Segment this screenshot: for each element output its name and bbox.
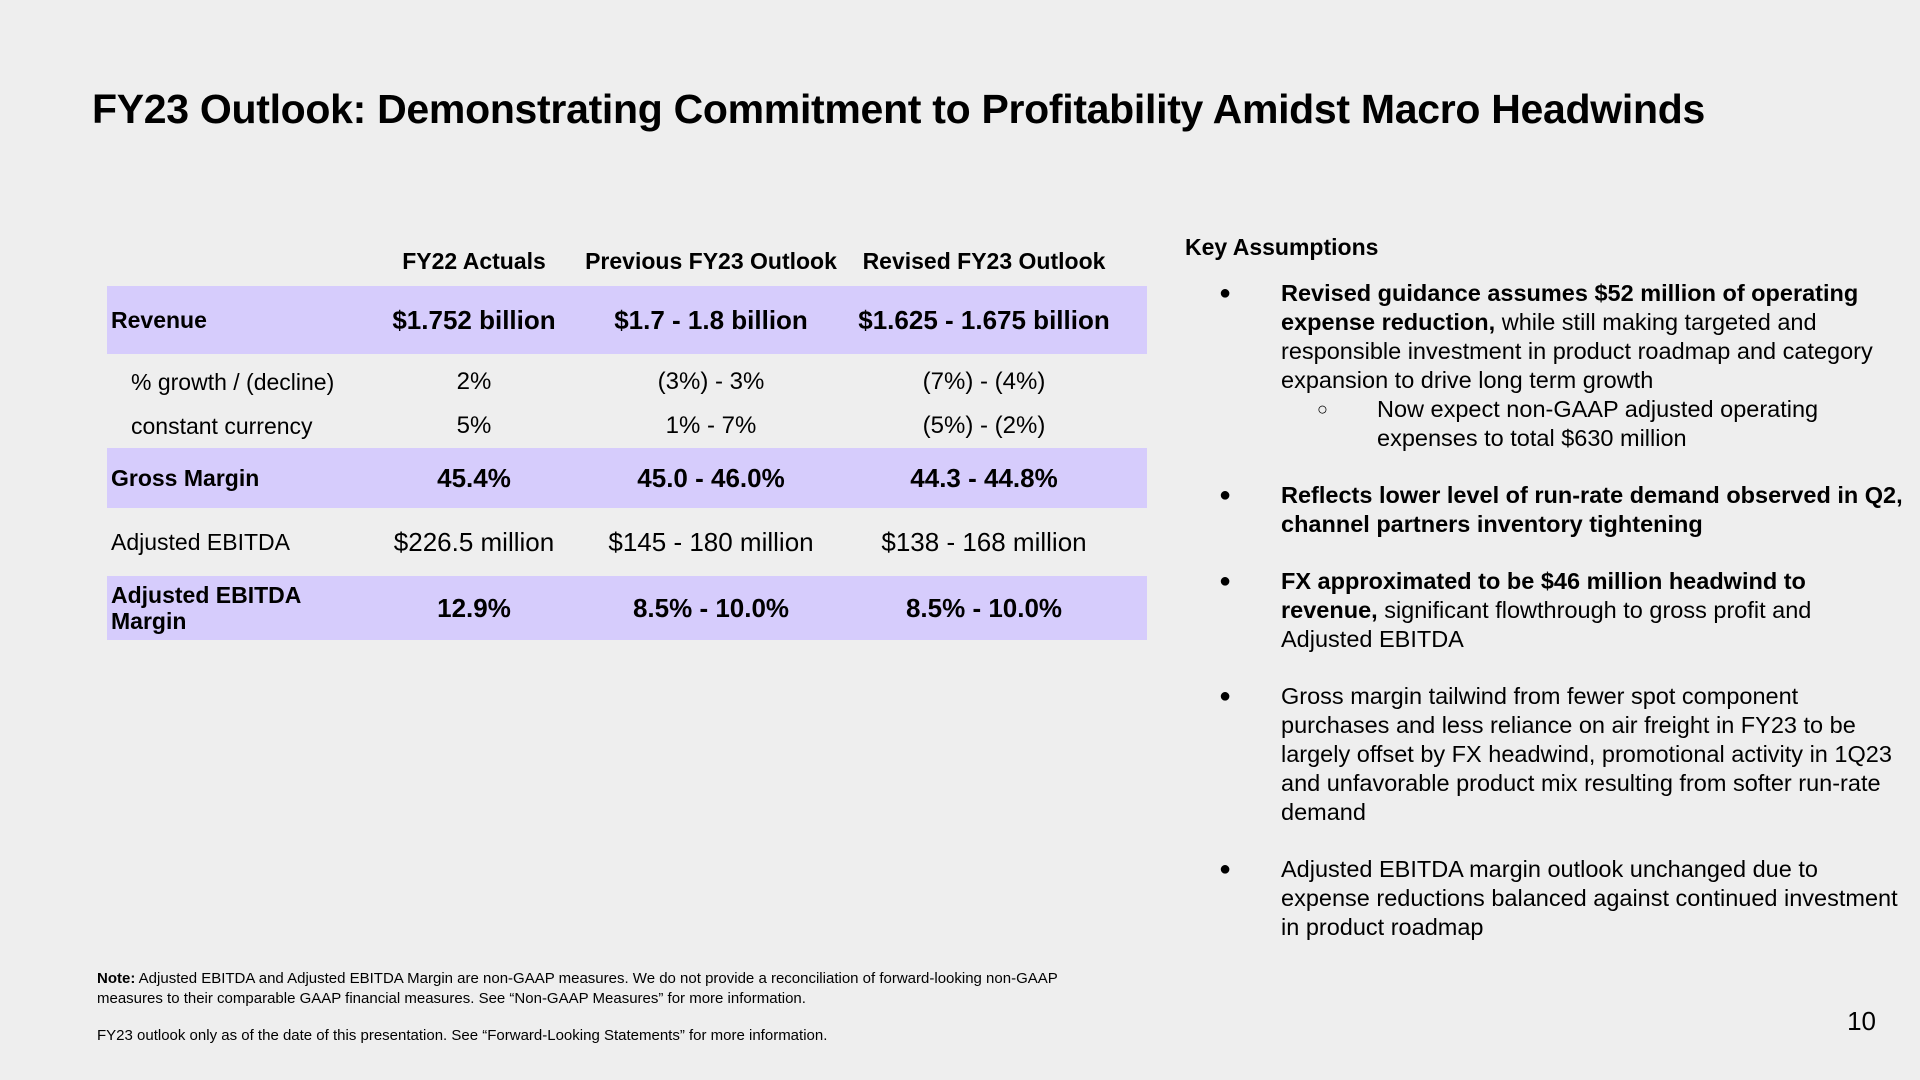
cell-fy22: 5% xyxy=(456,412,492,439)
bullet-dot-icon: ● xyxy=(1219,570,1232,592)
assumption-text: while still making targeted and responsi… xyxy=(1281,309,1873,393)
table-header-row: FY22 Actuals Previous FY23 Outlook Revis… xyxy=(107,236,1147,286)
key-assumptions-title: Key Assumptions xyxy=(1185,234,1379,260)
assumption-bold-text: Revised guidance assumes $52 million of … xyxy=(1281,280,1859,335)
bullet-circle-icon: ○ xyxy=(1317,399,1328,419)
cell-previous: 8.5% - 10.0% xyxy=(632,592,790,623)
table-row-constant-currency: constant currency 5% 1% - 7% (5%) - (2%) xyxy=(107,404,1147,448)
assumption-text: significant flowthrough to gross profit … xyxy=(1281,597,1812,652)
assumption-item: ● FX approximated to be $46 million head… xyxy=(1185,567,1905,654)
footnote-non-gaap: Note: Adjusted EBITDA and Adjusted EBITD… xyxy=(97,969,1077,1009)
table-row-adjusted-ebitda-margin: Adjusted EBITDA Margin 12.9% 8.5% - 10.0… xyxy=(107,576,1147,640)
bullet-dot-icon: ● xyxy=(1219,282,1232,304)
row-label: % growth / (decline) xyxy=(131,368,335,395)
cell-revised: (5%) - (2%) xyxy=(922,412,1046,439)
cell-fy22: 2% xyxy=(456,368,492,395)
assumption-text: Adjusted EBITDA margin outlook unchanged… xyxy=(1281,856,1898,940)
header-previous-outlook: Previous FY23 Outlook xyxy=(585,247,837,274)
cell-fy22: 45.4% xyxy=(437,462,511,493)
assumption-bold-text: Reflects lower level of run-rate demand … xyxy=(1281,482,1903,537)
header-revised-outlook: Revised FY23 Outlook xyxy=(862,247,1106,274)
table-row-growth: % growth / (decline) 2% (3%) - 3% (7%) -… xyxy=(107,360,1147,404)
assumption-item: ● Reflects lower level of run-rate deman… xyxy=(1185,481,1905,539)
cell-previous: $1.7 - 1.8 billion xyxy=(614,304,808,335)
note-text: Adjusted EBITDA and Adjusted EBITDA Marg… xyxy=(97,970,1058,1007)
cell-previous: 45.0 - 46.0% xyxy=(637,462,785,493)
cell-previous: 1% - 7% xyxy=(665,412,757,439)
table-row-adjusted-ebitda: Adjusted EBITDA $226.5 million $145 - 18… xyxy=(107,508,1147,576)
cell-previous: $145 - 180 million xyxy=(608,526,814,557)
cell-fy22: 12.9% xyxy=(437,592,511,623)
row-label: Gross Margin xyxy=(111,464,260,491)
assumption-item: ● Gross margin tailwind from fewer spot … xyxy=(1185,682,1905,827)
assumption-item: ● Adjusted EBITDA margin outlook unchang… xyxy=(1185,855,1905,942)
footnote-outlook: FY23 outlook only as of the date of this… xyxy=(97,1027,828,1044)
slide-title: FY23 Outlook: Demonstrating Commitment t… xyxy=(92,86,1705,132)
assumption-sub-text: Now expect non-GAAP adjusted operating e… xyxy=(1377,396,1819,451)
cell-previous: (3%) - 3% xyxy=(657,368,765,395)
row-label: constant currency xyxy=(131,412,313,439)
assumption-text: Gross margin tailwind from fewer spot co… xyxy=(1281,683,1892,825)
page-number: 10 xyxy=(1847,1006,1876,1036)
note-label: Note: xyxy=(97,970,136,987)
header-fy22-actuals: FY22 Actuals xyxy=(402,247,546,274)
cell-revised: (7%) - (4%) xyxy=(922,368,1046,395)
bullet-dot-icon: ● xyxy=(1219,858,1232,880)
assumption-item: ● Revised guidance assumes $52 million o… xyxy=(1185,279,1905,453)
cell-revised: $1.625 - 1.675 billion xyxy=(858,304,1110,335)
cell-revised: 8.5% - 10.0% xyxy=(905,592,1063,623)
bullet-dot-icon: ● xyxy=(1219,685,1232,707)
cell-revised: $138 - 168 million xyxy=(881,526,1087,557)
outlook-table: FY22 Actuals Previous FY23 Outlook Revis… xyxy=(107,236,1147,640)
cell-revised: 44.3 - 44.8% xyxy=(910,462,1058,493)
cell-fy22: $226.5 million xyxy=(393,526,555,557)
row-label: Adjusted EBITDA Margin xyxy=(111,582,301,634)
assumption-sub-item: ○ Now expect non-GAAP adjusted operating… xyxy=(1281,395,1905,453)
bullet-dot-icon: ● xyxy=(1219,484,1232,506)
table-row-gross-margin: Gross Margin 45.4% 45.0 - 46.0% 44.3 - 4… xyxy=(107,448,1147,508)
row-label: Adjusted EBITDA xyxy=(111,528,290,555)
assumption-bold-text: FX approximated to be $46 million headwi… xyxy=(1281,568,1806,623)
cell-fy22: $1.752 billion xyxy=(392,304,556,335)
key-assumptions-panel: Key Assumptions ● Revised guidance assum… xyxy=(1185,234,1905,970)
row-label: Revenue xyxy=(111,306,207,333)
table-row-revenue: Revenue $1.752 billion $1.7 - 1.8 billio… xyxy=(107,286,1147,354)
